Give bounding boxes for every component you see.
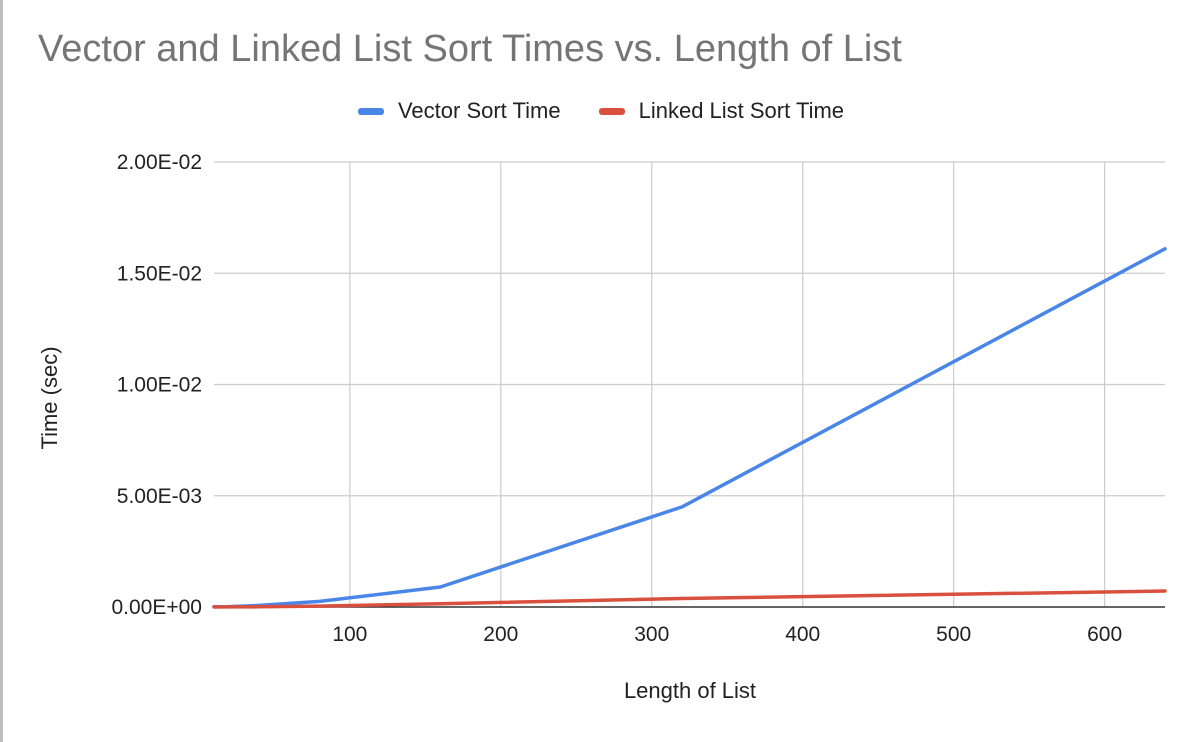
- grid-lines: [214, 161, 1165, 608]
- x-tick-label: 400: [785, 623, 820, 646]
- tick-labels: 0.00E+00 5.00E-03 1.00E-02 1.50E-02 2.00E-02…: [111, 151, 1122, 646]
- legend-item-vector[interactable]: Vector Sort Time: [357, 98, 561, 124]
- chart-legend: Vector Sort Time Linked List Sort Time: [0, 98, 1202, 124]
- x-tick-label: 500: [936, 623, 971, 646]
- legend-swatch-linked-list: [598, 107, 625, 115]
- y-tick-label: 2.00E-02: [117, 151, 202, 174]
- y-tick-label: 0.00E+00: [111, 596, 202, 619]
- legend-item-linked-list[interactable]: Linked List Sort Time: [598, 98, 845, 124]
- x-tick-label: 200: [483, 623, 518, 646]
- y-tick-label: 5.00E-03: [117, 485, 202, 508]
- legend-label-vector: Vector Sort Time: [397, 98, 561, 123]
- series-line-vector: [212, 247, 1167, 609]
- y-tick-label: 1.00E-02: [117, 374, 202, 397]
- x-tick-label: 600: [1087, 623, 1122, 646]
- series-line-linked-list: [212, 589, 1167, 609]
- x-axis-title: Length of List: [623, 678, 757, 703]
- y-axis-title: Time (sec): [37, 346, 62, 450]
- legend-label-linked-list: Linked List Sort Time: [638, 98, 845, 123]
- window-left-border: [0, 0, 3, 742]
- legend-swatch-vector: [357, 107, 384, 115]
- x-tick-label: 100: [332, 623, 367, 646]
- series-lines: [212, 247, 1167, 609]
- chart-title: Vector and Linked List Sort Times vs. Le…: [38, 28, 902, 70]
- y-tick-label: 1.50E-02: [117, 262, 202, 285]
- x-tick-label: 300: [634, 623, 669, 646]
